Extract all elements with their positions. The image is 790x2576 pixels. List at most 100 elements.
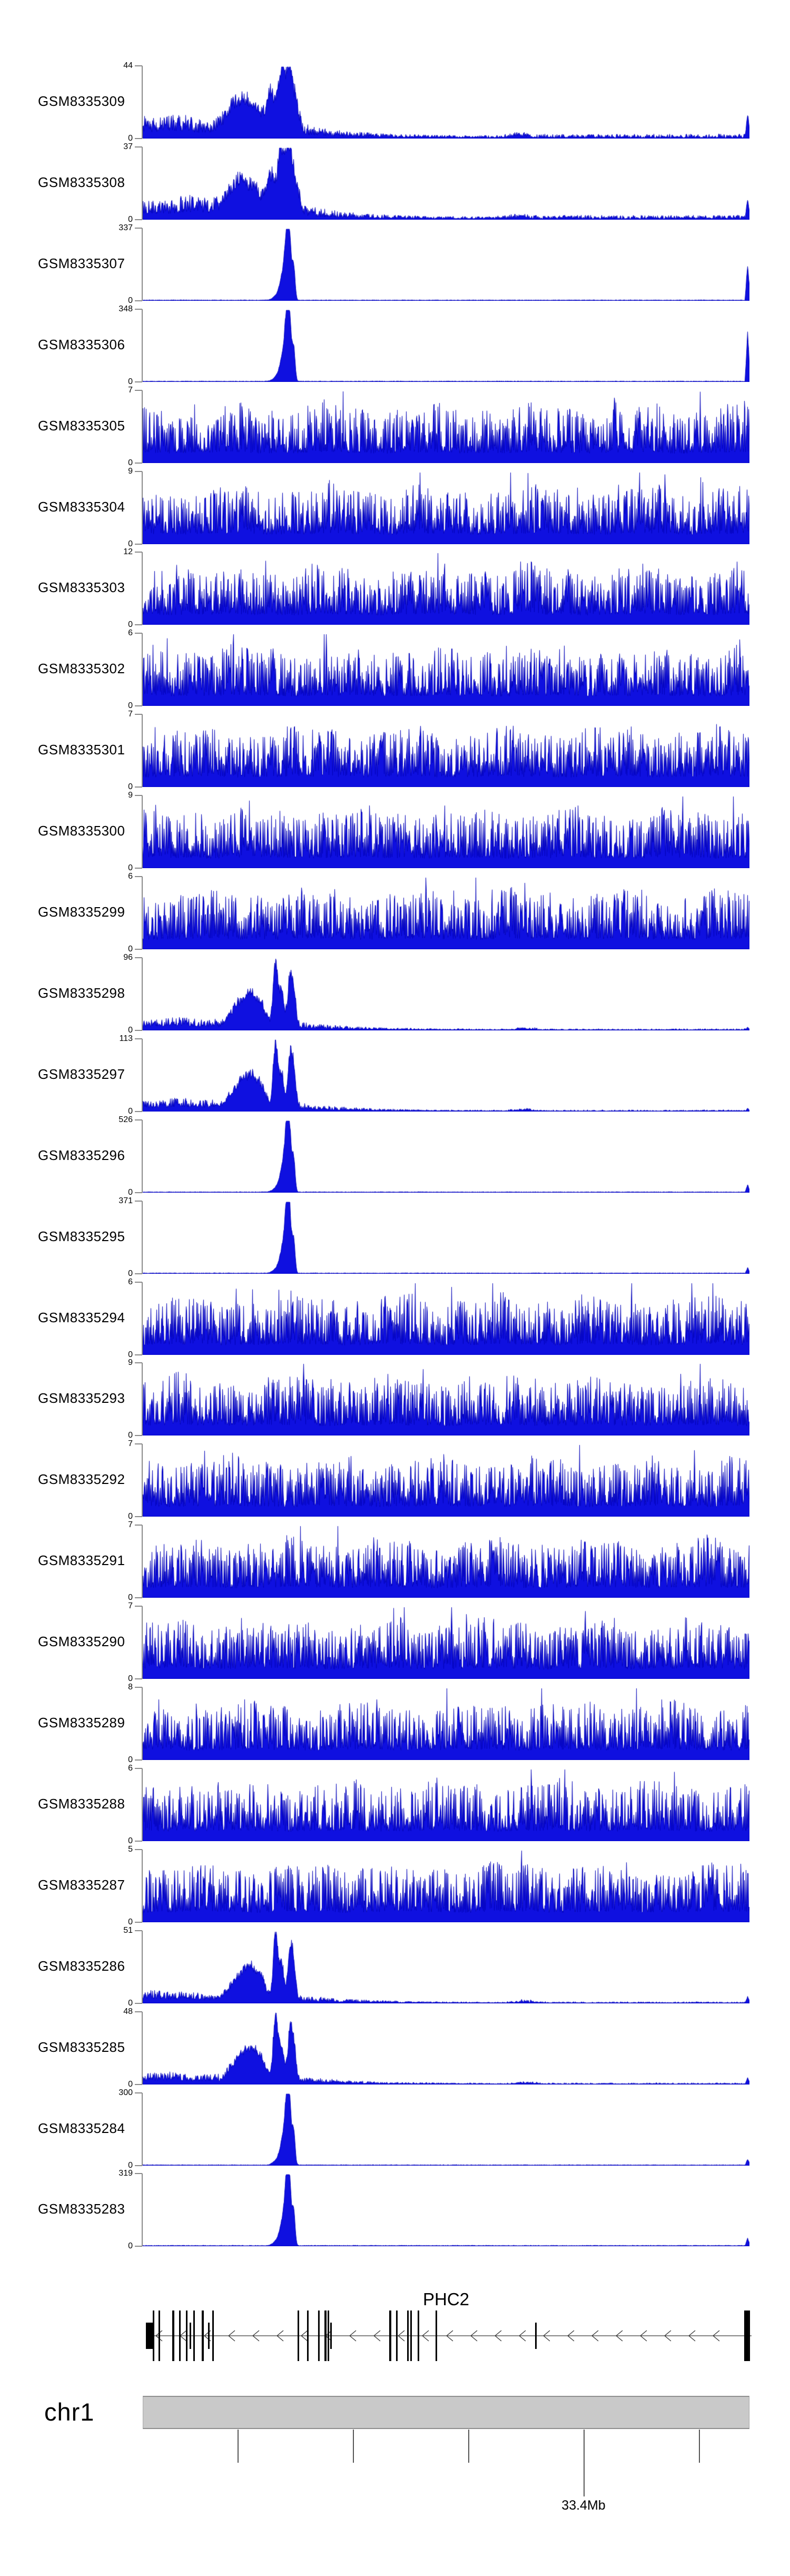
coverage-signal-canvas	[143, 958, 749, 1030]
track-sample-label: GSM8335302	[38, 661, 125, 676]
track-sample-label: GSM8335297	[38, 1066, 125, 1082]
y-axis-max-label: 7	[128, 386, 133, 395]
y-axis-max-label: 8	[128, 1683, 133, 1692]
track-sample-label: GSM8335289	[38, 1715, 125, 1731]
y-axis-zero-label: 0	[128, 1107, 133, 1116]
y-axis-zero-label: 0	[128, 2241, 133, 2250]
y-axis-zero-label: 0	[128, 296, 133, 305]
y-axis-zero-label: 0	[128, 134, 133, 143]
y-axis-max-label: 319	[118, 2169, 133, 2178]
coverage-signal-canvas	[143, 1606, 749, 1679]
y-axis-line	[142, 552, 143, 625]
y-axis-top-tick	[135, 471, 142, 472]
track-row-GSM8335290: GSM8335290 7 0	[0, 1601, 790, 1683]
y-axis-max-label: 44	[123, 61, 133, 70]
y-axis-top-tick	[135, 309, 142, 310]
y-axis-bottom-tick	[135, 138, 142, 139]
coverage-signal-canvas	[143, 1120, 749, 1193]
y-axis-line	[142, 147, 143, 220]
y-axis-top-tick	[135, 1687, 142, 1688]
track-sample-label: GSM8335286	[38, 1958, 125, 1974]
track-row-GSM8335287: GSM8335287 5 0	[0, 1845, 790, 1926]
track-row-GSM8335296: GSM8335296 526 0	[0, 1115, 790, 1197]
chromosome-label: chr1	[44, 2398, 95, 2426]
track-row-GSM8335288: GSM8335288 6 0	[0, 1764, 790, 1845]
y-axis-top-tick	[135, 2092, 142, 2093]
y-axis-max-label: 7	[128, 1439, 133, 1448]
coverage-signal-canvas	[143, 1039, 749, 1112]
track-row-GSM8335292: GSM8335292 7 0	[0, 1439, 790, 1521]
y-axis-line	[142, 1444, 143, 1517]
y-axis-top-tick	[135, 2011, 142, 2012]
y-axis-top-tick	[135, 1849, 142, 1850]
track-row-GSM8335301: GSM8335301 7 0	[0, 710, 790, 791]
track-sample-label: GSM8335287	[38, 1877, 125, 1893]
track-sample-label: GSM8335292	[38, 1471, 125, 1487]
track-sample-label: GSM8335309	[38, 93, 125, 109]
y-axis-max-label: 6	[128, 628, 133, 637]
y-axis-line	[142, 390, 143, 463]
track-sample-label: GSM8335300	[38, 823, 125, 839]
track-row-GSM8335299: GSM8335299 6 0	[0, 872, 790, 953]
y-axis-top-tick	[135, 1119, 142, 1120]
y-axis-line	[142, 228, 143, 301]
y-axis-bottom-tick	[135, 786, 142, 788]
track-row-GSM8335305: GSM8335305 7 0	[0, 386, 790, 467]
coverage-signal-canvas	[143, 471, 749, 544]
track-row-GSM8335306: GSM8335306 348 0	[0, 304, 790, 386]
y-axis-max-label: 7	[128, 710, 133, 719]
y-axis-line	[142, 1606, 143, 1679]
y-axis-max-label: 9	[128, 791, 133, 800]
y-axis-line	[142, 1039, 143, 1112]
track-sample-label: GSM8335301	[38, 742, 125, 758]
y-axis-max-label: 348	[118, 304, 133, 313]
y-axis-top-tick	[135, 1443, 142, 1444]
track-row-GSM8335294: GSM8335294 6 0	[0, 1277, 790, 1359]
gene-model-track	[145, 2310, 752, 2361]
y-axis-max-label: 6	[128, 1764, 133, 1773]
y-axis-bottom-tick	[135, 2084, 142, 2085]
y-axis-max-label: 12	[123, 547, 133, 556]
track-row-GSM8335284: GSM8335284 300 0	[0, 2088, 790, 2170]
y-axis-line	[142, 1525, 143, 1598]
y-axis-zero-label: 0	[128, 1026, 133, 1035]
track-sample-label: GSM8335293	[38, 1390, 125, 1406]
y-axis-top-tick	[135, 1606, 142, 1607]
track-sample-label: GSM8335307	[38, 255, 125, 271]
axis-minor-tick	[699, 2430, 700, 2463]
y-axis-bottom-tick	[135, 300, 142, 301]
y-axis-zero-label: 0	[128, 1188, 133, 1197]
y-axis-zero-label: 0	[128, 539, 133, 548]
coverage-signal-canvas	[143, 390, 749, 463]
y-axis-bottom-tick	[135, 868, 142, 869]
coverage-signal-canvas	[143, 1363, 749, 1436]
track-sample-label: GSM8335291	[38, 1552, 125, 1568]
y-axis-zero-label: 0	[128, 620, 133, 629]
track-sample-label: GSM8335308	[38, 174, 125, 190]
y-axis-max-label: 96	[123, 953, 133, 962]
y-axis-top-tick	[135, 65, 142, 66]
coverage-signal-canvas	[143, 1850, 749, 1922]
coverage-signal-canvas	[143, 2174, 749, 2246]
y-axis-line	[142, 2093, 143, 2166]
y-axis-max-label: 48	[123, 2007, 133, 2016]
y-axis-max-label: 37	[123, 142, 133, 151]
y-axis-zero-label: 0	[128, 1350, 133, 1359]
y-axis-zero-label: 0	[128, 945, 133, 953]
y-axis-bottom-tick	[135, 1111, 142, 1112]
coverage-signal-canvas	[143, 1444, 749, 1517]
y-axis-bottom-tick	[135, 949, 142, 950]
track-row-GSM8335304: GSM8335304 9 0	[0, 467, 790, 548]
y-axis-line	[142, 1282, 143, 1355]
track-sample-label: GSM8335283	[38, 2201, 125, 2217]
y-axis-zero-label: 0	[128, 1918, 133, 1926]
y-axis-bottom-tick	[135, 1435, 142, 1436]
track-sample-label: GSM8335299	[38, 904, 125, 920]
coverage-signal-canvas	[143, 1768, 749, 1841]
y-axis-zero-label: 0	[128, 1836, 133, 1845]
coverage-signal-canvas	[143, 228, 749, 301]
y-axis-line	[142, 877, 143, 949]
y-axis-zero-label: 0	[128, 701, 133, 710]
y-axis-zero-label: 0	[128, 1512, 133, 1521]
y-axis-max-label: 9	[128, 1358, 133, 1367]
